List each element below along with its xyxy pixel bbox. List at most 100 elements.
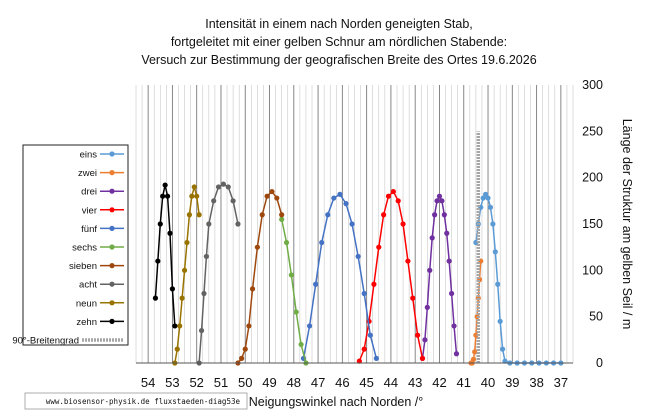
data-point [169,286,176,292]
source-note-text: www.biosensor-physik.de fluxstaeden-diag… [46,397,241,406]
data-point [446,258,452,264]
legend-swatch-marker [109,281,115,287]
data-point [415,332,421,338]
grid-lines [135,85,574,363]
x-tick-label: 51 [214,375,228,390]
legend-label: sieben [69,261,97,272]
source-note-box [24,392,248,410]
data-point [390,188,396,195]
series-drei [419,193,460,361]
data-point [432,212,438,218]
data-point [254,244,260,250]
x-tick-label: 50 [238,375,252,390]
data-point [395,198,401,204]
data-point [201,290,207,297]
legend-label: vier [82,205,97,216]
legend-item-eins: eins [80,150,124,161]
legend-item-drei: drei [81,187,124,198]
series-sieben [235,188,285,366]
legend-swatch-marker [109,300,115,306]
data-point [174,346,180,352]
data-point [230,198,236,204]
data-point [259,212,265,218]
data-point [405,258,411,264]
data-point [181,267,188,273]
x-tick-label: 40 [481,375,495,390]
x-tick-label: 45 [359,375,373,390]
title-line-2: fortgeleitet mit einer gelben Schnur am … [171,35,507,49]
data-point [472,349,478,355]
data-point [355,253,361,260]
data-point [288,272,294,278]
data-point [155,258,161,264]
data-point [343,201,349,207]
data-point [220,181,226,187]
x-tick-label: 53 [165,375,179,390]
data-point [194,193,200,199]
data-point [434,198,440,204]
source-note: www.biosensor-physik.de fluxstaeden-diag… [24,392,248,410]
data-point [419,355,426,361]
data-point [367,332,373,338]
y-tick-label: 150 [582,217,603,231]
data-point [424,304,430,310]
series-line [280,219,307,364]
data-point [483,191,489,197]
data-point [381,212,387,218]
legend-label: fünf [81,224,97,235]
legend-item-neun: neun [76,298,124,309]
legend-swatch-marker [109,151,115,157]
data-point [492,249,498,255]
data-point [283,239,290,246]
data-point [502,358,508,364]
legend-item-zwei: zwei [78,168,124,179]
data-point [349,221,355,227]
data-point [429,235,435,241]
x-tick-label: 48 [287,375,301,390]
data-point [279,216,285,222]
data-point [167,230,173,236]
x-tick-label: 41 [457,375,471,390]
y-axis-title: Länge der Struktur am gelben Seil / m [620,119,634,330]
data-point [319,239,325,246]
data-point [473,332,479,338]
data-point [279,212,285,218]
data-point [495,281,501,287]
y-tick-label: 0 [596,356,603,370]
data-point [361,290,367,297]
data-point [373,355,379,361]
legend-swatch-marker [109,318,115,324]
series-zehn [152,182,178,329]
legend-item-acht: acht [79,280,124,291]
data-point [436,193,443,199]
title-line-3: Versuch zur Bestimmung der geografischen… [141,53,536,67]
x-tick-label: 49 [262,375,276,390]
y-tick-label: 100 [582,263,603,277]
data-point [337,191,343,197]
data-point [157,221,163,227]
data-point [246,323,252,329]
data-point [264,193,270,199]
data-point [172,323,178,329]
legend: eins zwei drei vier fünf sechs sieben acht neun z… [12,144,129,347]
x-tick-labels: 37 38 39 40 41 42 43 44 45 46 47 48 49 50 51 52 53 54 [141,375,568,390]
data-point [410,295,416,301]
data-point [441,212,447,218]
data-point [439,198,445,204]
data-point [177,323,183,329]
data-point [400,221,406,227]
data-point [164,193,171,199]
data-point [179,295,185,301]
data-point [274,195,280,201]
data-point [361,346,367,352]
x-axis-title: Neigungswinkel nach Norden /° [249,395,424,409]
legend-swatch-marker [109,244,115,250]
data-point [385,193,392,199]
x-tick-label: 43 [408,375,422,390]
data-point [427,267,433,273]
legend-label: drei [81,187,97,198]
legend-item-vier: vier [82,205,124,216]
series-line [358,190,424,362]
legend-label: acht [79,280,97,291]
